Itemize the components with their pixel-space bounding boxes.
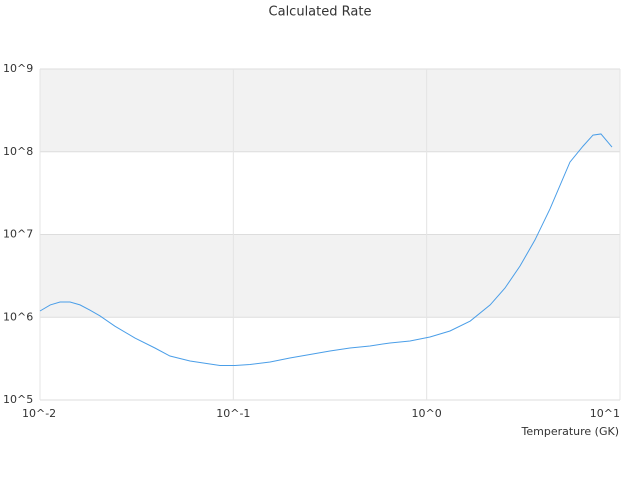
x-tick-label: 10^0 — [412, 407, 442, 420]
y-tick-label: 10^6 — [3, 310, 33, 323]
x-tick-label: 10^-2 — [22, 407, 56, 420]
x-tick-label: 10^1 — [590, 407, 620, 420]
y-tick-label: 10^8 — [3, 145, 33, 158]
x-tick-label: 10^-1 — [216, 407, 250, 420]
y-tick-label: 10^7 — [3, 228, 33, 241]
x-axis-label: Temperature (GK) — [521, 425, 620, 438]
line — [39, 133, 613, 367]
y-tick-label: 10^5 — [3, 393, 33, 406]
grid-band — [40, 69, 620, 152]
chart-title: Calculated Rate — [269, 5, 372, 20]
y-tick-label: 10^9 — [3, 62, 33, 75]
grid-band — [40, 234, 620, 318]
